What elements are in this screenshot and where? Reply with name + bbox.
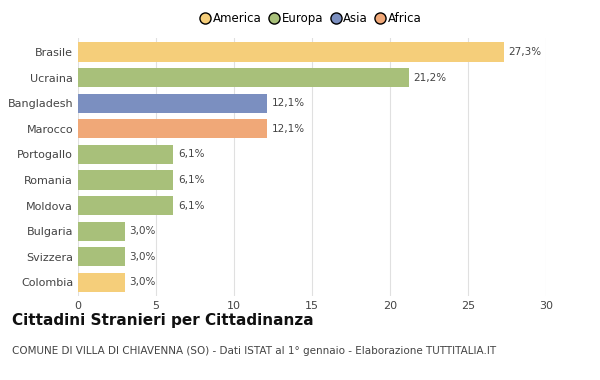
Legend: America, Europa, Asia, Africa: America, Europa, Asia, Africa: [197, 8, 427, 30]
Bar: [78, 68, 409, 87]
Text: 12,1%: 12,1%: [271, 124, 305, 134]
Bar: [78, 196, 173, 215]
Text: 6,1%: 6,1%: [178, 175, 205, 185]
Text: 6,1%: 6,1%: [178, 201, 205, 211]
Text: 3,0%: 3,0%: [130, 226, 156, 236]
Bar: [78, 119, 267, 138]
Bar: [78, 170, 173, 190]
Text: 3,0%: 3,0%: [130, 252, 156, 262]
Bar: [78, 273, 125, 292]
Text: COMUNE DI VILLA DI CHIAVENNA (SO) - Dati ISTAT al 1° gennaio - Elaborazione TUTT: COMUNE DI VILLA DI CHIAVENNA (SO) - Dati…: [12, 346, 496, 356]
Bar: [78, 43, 504, 62]
Text: 12,1%: 12,1%: [271, 98, 305, 108]
Bar: [78, 93, 267, 113]
Bar: [78, 222, 125, 241]
Text: 21,2%: 21,2%: [413, 73, 446, 83]
Bar: [78, 247, 125, 266]
Text: 3,0%: 3,0%: [130, 277, 156, 287]
Bar: [78, 145, 173, 164]
Text: 27,3%: 27,3%: [509, 47, 542, 57]
Text: Cittadini Stranieri per Cittadinanza: Cittadini Stranieri per Cittadinanza: [12, 314, 314, 328]
Text: 6,1%: 6,1%: [178, 149, 205, 159]
